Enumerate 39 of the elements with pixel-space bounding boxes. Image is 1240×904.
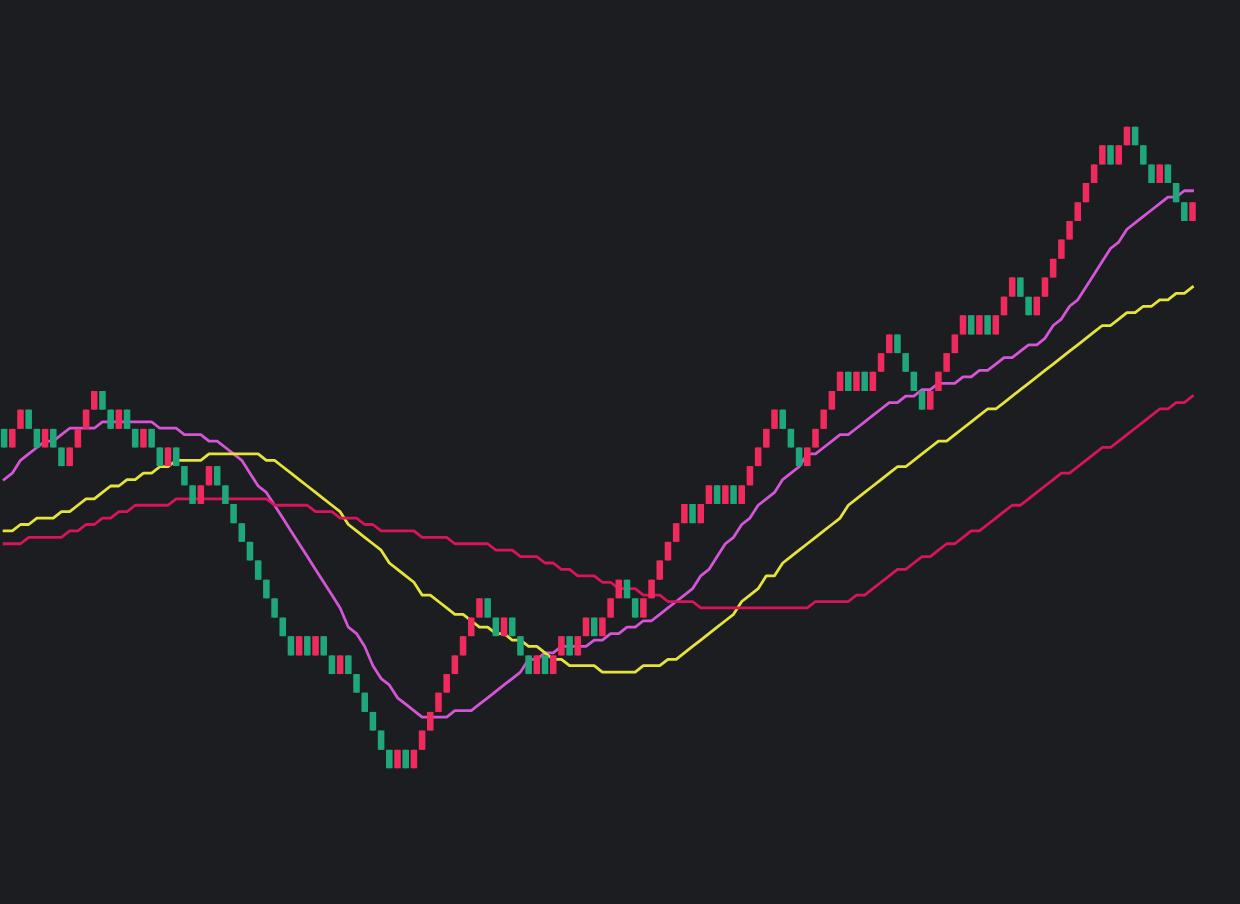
- candlestick: [197, 484, 205, 506]
- candlestick: [877, 352, 885, 373]
- candlestick: [1181, 201, 1188, 223]
- candlestick: [976, 314, 983, 336]
- candlestick: [189, 484, 196, 506]
- candlestick: [640, 597, 647, 619]
- candlestick: [722, 484, 729, 506]
- candlestick: [631, 597, 639, 619]
- candlestick: [705, 484, 713, 506]
- candlestick: [271, 597, 278, 619]
- candlestick: [902, 352, 909, 373]
- candlestick: [738, 484, 746, 506]
- candlestick: [984, 314, 991, 336]
- candlestick: [943, 352, 950, 373]
- candlestick: [222, 484, 229, 506]
- candlestick: [99, 389, 106, 411]
- candlestick: [254, 559, 262, 581]
- candlestick: [1008, 276, 1016, 298]
- candlestick: [713, 484, 721, 506]
- candlestick: [959, 314, 967, 336]
- candlestick: [967, 314, 975, 336]
- candlestick: [1017, 276, 1024, 298]
- candlestick: [1189, 201, 1196, 223]
- candlestick: [992, 314, 1000, 336]
- candlestick: [656, 559, 664, 581]
- candlestick: [443, 672, 450, 694]
- candlestick: [918, 389, 926, 411]
- candlestick: [238, 522, 246, 543]
- candlestick: [353, 672, 360, 694]
- candlestick: [484, 597, 491, 619]
- candlestick: [1041, 276, 1049, 298]
- candlestick: [476, 597, 483, 619]
- candlestick: [730, 484, 737, 506]
- candlestick: [90, 389, 98, 411]
- candlestick: [1074, 201, 1082, 223]
- candlestick: [607, 597, 614, 619]
- candlestick: [926, 389, 934, 411]
- candlestick: [672, 522, 680, 543]
- candlestick: [828, 389, 836, 411]
